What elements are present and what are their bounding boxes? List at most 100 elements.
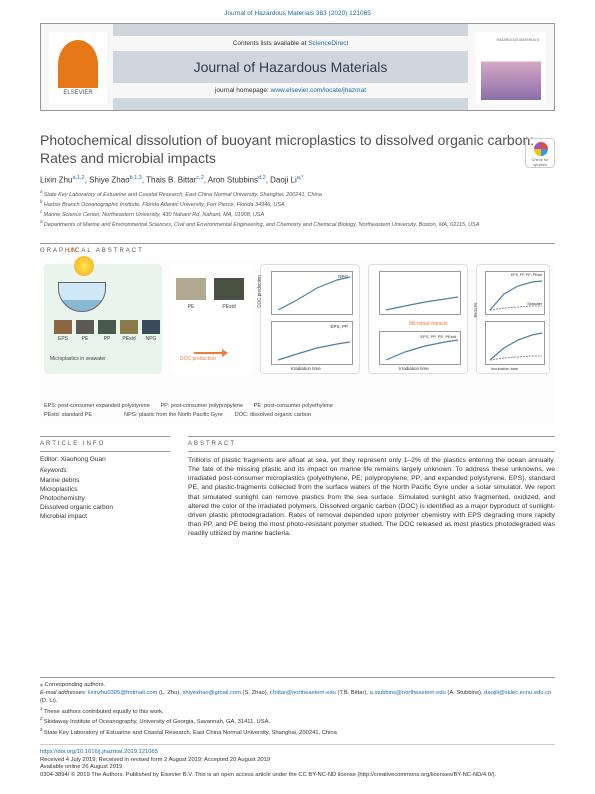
- affiliation-line: c Marine Science Center, Northeastern Un…: [40, 209, 555, 219]
- note-sup: 1: [40, 706, 44, 711]
- cover-thumbnail: HAZARDOUS MATERIALS: [476, 32, 546, 104]
- email-link[interactable]: a.stubbins@northeastern.edu: [370, 690, 446, 696]
- article-info-heading: ARTICLE INFO: [40, 436, 170, 452]
- author-affil-sup: d,2: [258, 175, 266, 181]
- check-updates-badge[interactable]: Check for updates: [525, 138, 555, 168]
- footer: ⁎ Corresponding authors. E-mail addresse…: [40, 677, 555, 780]
- chart-svg: [486, 272, 546, 316]
- emails-label: E-mail addresses:: [40, 690, 88, 696]
- chart-label: EPS, PP, PE, PEstd: [511, 273, 542, 277]
- legend-item: PE: post-consumer polyethylene: [254, 403, 333, 409]
- keyword-item: Dissolved organic carbon: [40, 503, 170, 512]
- publisher-name: ELSEVIER: [63, 90, 92, 96]
- email-link[interactable]: daojili@sklec.ecnu.edu.cn: [484, 690, 551, 696]
- swatch-pp: [98, 320, 116, 334]
- swatch-label: EPS: [54, 336, 72, 342]
- authors-line: Lixin Zhua,1,2, Shiye Zhaob,1,3, Thais B…: [40, 175, 555, 185]
- microbial-label: Microbial impacts: [409, 321, 448, 327]
- sciencedirect-link[interactable]: ScienceDirect: [308, 40, 348, 47]
- swatch-pestd2: [214, 278, 244, 300]
- swatch2-label: PEstd: [214, 304, 244, 310]
- footer-note: 1 These authors contributed equally to t…: [40, 706, 555, 717]
- ga-panel-chart3: EPS, PP, PE, PEstd Seawater Incubation t…: [476, 264, 550, 374]
- author-name: Lixin Zhu: [40, 176, 72, 185]
- email-link[interactable]: t.bittar@northeastern.edu: [270, 690, 336, 696]
- mini-chart: [485, 321, 545, 365]
- note-sup: 3: [40, 727, 44, 732]
- chart-svg: [380, 272, 462, 316]
- publisher-logo: ELSEVIER: [49, 32, 107, 104]
- x-axis-label: Incubation time: [491, 366, 518, 371]
- author-name: Thais B. Bittar: [146, 176, 196, 185]
- swatch-label: PE: [76, 336, 94, 342]
- legend-item: NPG: plastic from the North Pacific Gyre: [124, 412, 222, 418]
- journal-reference: Journal of Hazardous Materials 383 (2020…: [0, 0, 595, 23]
- affiliations: a State Key Laboratory of Estuarine and …: [40, 189, 555, 229]
- legend-item: PP: post-consumer polypropylene: [160, 403, 243, 409]
- homepage-label: journal homepage:: [215, 87, 271, 94]
- legend-item: DOC: dissolved organic carbon: [235, 412, 311, 418]
- ga-panel-chart2: Microbial impacts EPS, PP, PE, PEstd Irr…: [368, 264, 468, 374]
- contents-line: Contents lists available at ScienceDirec…: [113, 36, 468, 51]
- abstract-column: ABSTRACT Trillions of plastic fragments …: [188, 436, 555, 539]
- issn-line: 0304-3894/ © 2019 The Authors. Published…: [40, 772, 555, 780]
- info-abstract-row: ARTICLE INFO Editor: Xiaohong Guan Keywo…: [40, 436, 555, 539]
- keyword-item: Marine debris: [40, 476, 170, 485]
- mini-chart: NPG: [271, 271, 353, 315]
- footer-notes: 1 These authors contributed equally to t…: [40, 706, 555, 738]
- author-affil-sup: a,*: [297, 175, 304, 181]
- article-info-column: ARTICLE INFO Editor: Xiaohong Guan Keywo…: [40, 436, 170, 539]
- swatch-label: PEstd: [120, 336, 138, 342]
- abstract-text: Trillions of plastic fragments are afloa…: [188, 456, 555, 539]
- ga-panel-doc: PE PEstd DOC production: [170, 264, 252, 374]
- journal-name: Journal of Hazardous Materials: [194, 59, 388, 75]
- keyword-item: Photochemistry: [40, 494, 170, 503]
- affiliation-line: b Harbor Branch Oceanographic Institute,…: [40, 199, 555, 209]
- arrow-label: DOC production: [180, 356, 216, 362]
- chart-label: NPG: [338, 274, 348, 279]
- sun-icon: [74, 256, 94, 276]
- ga-legend: EPS: post-consumer expanded polystyrene …: [44, 402, 551, 420]
- chart-svg: [486, 322, 546, 366]
- ga-panel-chart1: NPG EPS, PP Irradiation time DOC product…: [260, 264, 360, 374]
- email-link[interactable]: shiyezhao@gmail.com: [183, 690, 241, 696]
- publication-block: https://doi.org/10.1016/j.jhazmat.2019.1…: [40, 744, 555, 780]
- affil-sup: c: [40, 209, 44, 214]
- affiliation-line: a State Key Laboratory of Estuarine and …: [40, 189, 555, 199]
- author-name: Daoji Li: [270, 176, 297, 185]
- homepage-link[interactable]: www.elsevier.com/locate/jhazmat: [271, 87, 366, 94]
- affil-sup: b: [40, 199, 44, 204]
- legend-item: EPS: post-consumer expanded polystyrene: [44, 403, 150, 409]
- author-affil-sup: a,1,2: [72, 175, 84, 181]
- swatch-npg: [142, 320, 160, 334]
- uv-label: UV: [68, 248, 76, 254]
- ga-panel-samples: UV EPS PE PP PEstd NPG Microplastics in …: [44, 264, 162, 374]
- panel1-caption: Microplastics in seawater: [50, 356, 106, 362]
- editor-line: Editor: Xiaohong Guan: [40, 456, 170, 463]
- author-name: Aron Stubbins: [208, 176, 258, 185]
- note-sup: 2: [40, 716, 44, 721]
- swatch-label: NPG: [142, 336, 160, 342]
- homepage-line: journal homepage: www.elsevier.com/locat…: [113, 83, 468, 98]
- email-link[interactable]: lixinzhu0305@hotmail.com: [88, 690, 157, 696]
- x-axis-label: Irradiation time: [399, 366, 429, 371]
- chart-label: EPS, PP: [330, 324, 348, 329]
- swatch-label: PP: [98, 336, 116, 342]
- journal-header: ELSEVIER Contents lists available at Sci…: [40, 23, 555, 111]
- affil-sup: d: [40, 219, 44, 224]
- swatch2-label: PE: [176, 304, 206, 310]
- chart-label: EPS, PP, PE, PEstd: [421, 334, 457, 339]
- keywords-label: Keywords:: [40, 468, 170, 474]
- doi-link[interactable]: https://doi.org/10.1016/j.jhazmat.2019.1…: [40, 749, 158, 755]
- graphical-abstract-heading: GRAPHICAL ABSTRACT: [40, 243, 555, 254]
- chart-label: Seawater: [527, 302, 542, 306]
- swatch-eps: [54, 320, 72, 334]
- contents-label: Contents lists available at: [233, 40, 309, 47]
- beaker-icon: [58, 282, 106, 312]
- mini-chart: EPS, PP: [271, 321, 353, 365]
- cover-image: HAZARDOUS MATERIALS: [481, 36, 541, 100]
- cover-label: HAZARDOUS MATERIALS: [483, 38, 539, 42]
- keyword-item: Microbial impact: [40, 512, 170, 521]
- y-axis-label: DOC production: [257, 275, 262, 307]
- corresponding-note: ⁎ Corresponding authors.: [40, 682, 555, 690]
